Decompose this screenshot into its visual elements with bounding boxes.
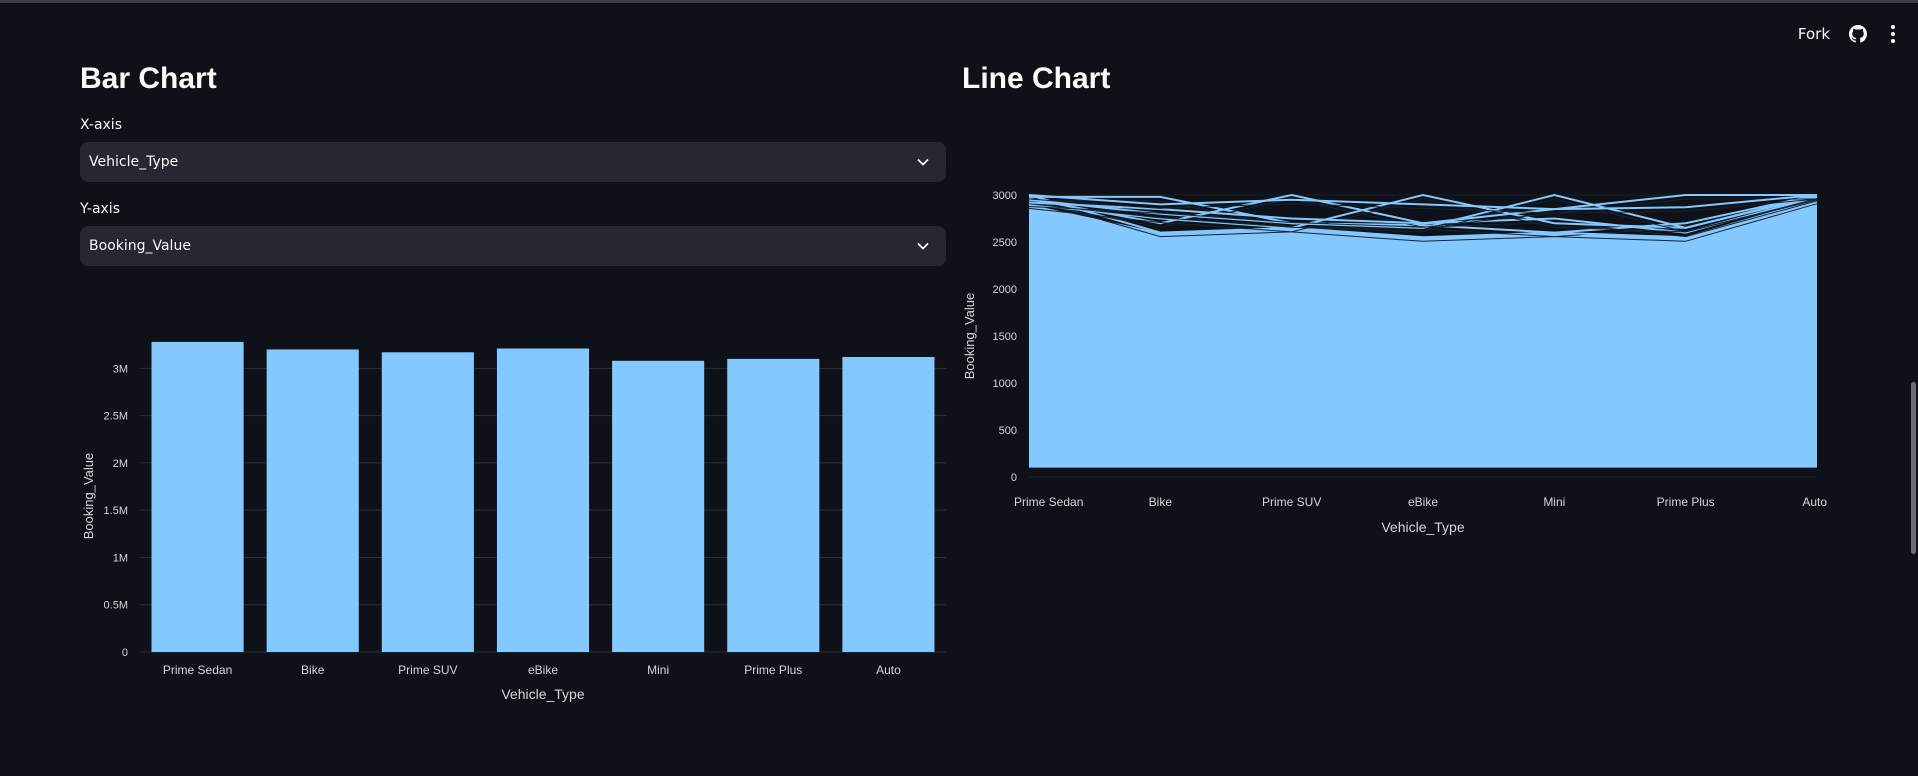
y-axis-title: Booking_Value: [962, 293, 977, 380]
line-chart-title: Line Chart: [962, 62, 1111, 95]
bar[interactable]: [612, 360, 705, 652]
x-tick-label: Auto: [876, 663, 901, 677]
chevron-down-icon: [916, 239, 930, 253]
kebab-menu-icon[interactable]: [1886, 23, 1900, 45]
y-tick-label: 1.5M: [104, 505, 128, 517]
y-axis-select[interactable]: Booking_Value: [80, 226, 946, 266]
window-top-border: [0, 0, 1918, 3]
github-icon[interactable]: [1848, 24, 1868, 44]
line-chart[interactable]: 0 500 1000 1500 2000 2500 3000 Prime Sedan Bike P…: [962, 170, 1832, 540]
y-tick-label: 2000: [993, 284, 1017, 296]
line-series-shadow: [1028, 198, 1818, 233]
x-tick-label: Auto: [1802, 495, 1827, 509]
app-toolbar: Fork: [1798, 20, 1900, 48]
line-series[interactable]: [1028, 194, 1817, 225]
x-axis-select-value: Vehicle_Type: [89, 154, 179, 170]
page-scrollbar[interactable]: [1908, 0, 1918, 776]
y-tick-label: 2M: [113, 458, 128, 470]
chevron-down-icon: [916, 155, 930, 169]
line-series-shadow: [1028, 198, 1817, 228]
y-tick-label: 500: [999, 425, 1017, 437]
x-tick-label: Prime SUV: [398, 663, 457, 677]
scrollbar-thumb[interactable]: [1911, 382, 1916, 554]
x-tick-label: Prime Plus: [1657, 495, 1715, 509]
x-tick-label: eBike: [1408, 495, 1438, 509]
x-axis-label: X-axis: [80, 117, 122, 133]
line-series-shadow: [1028, 198, 1818, 214]
x-tick-label: Prime Sedan: [163, 663, 232, 677]
x-tick-label: Prime Sedan: [1014, 495, 1083, 509]
y-axis-label: Y-axis: [80, 201, 120, 217]
y-axis-select-value: Booking_Value: [89, 238, 191, 254]
x-axis-title: Vehicle_Type: [1381, 519, 1464, 535]
y-tick-label: 3M: [113, 363, 128, 375]
line-series[interactable]: [1028, 194, 1818, 239]
fork-link[interactable]: Fork: [1797, 25, 1830, 43]
y-axis-title: Booking_Value: [81, 453, 96, 540]
line-series[interactable]: [1029, 195, 1818, 239]
line-series[interactable]: [1028, 193, 1818, 229]
y-tick-label: 0: [1011, 472, 1017, 484]
line-area-fill: [1029, 199, 1817, 468]
x-tick-label: Mini: [647, 663, 669, 677]
bar-chart-title: Bar Chart: [80, 62, 217, 95]
x-tick-label: Bike: [301, 663, 325, 677]
y-tick-label: 3000: [993, 190, 1017, 202]
bar[interactable]: [151, 341, 244, 652]
bar[interactable]: [496, 348, 590, 652]
line-series-shadow: [1029, 200, 1818, 242]
bar[interactable]: [842, 357, 935, 652]
bar-chart[interactable]: 0 0.5M 1M 1.5M 2M 2.5M 3M Prime Sedan Bike Prime …: [80, 340, 955, 710]
x-axis-title: Vehicle_Type: [501, 686, 584, 702]
bar[interactable]: [727, 358, 820, 652]
y-tick-label: 0: [122, 647, 128, 659]
y-tick-label: 1500: [993, 331, 1017, 343]
x-tick-label: Prime Plus: [744, 663, 802, 677]
y-tick-label: 1M: [113, 552, 128, 564]
x-tick-label: Prime SUV: [1262, 495, 1321, 509]
y-tick-label: 2500: [993, 237, 1017, 249]
line-series[interactable]: [1028, 194, 1818, 211]
x-axis-select[interactable]: Vehicle_Type: [80, 142, 946, 182]
x-tick-label: Mini: [1543, 495, 1565, 509]
bar[interactable]: [266, 349, 359, 652]
y-tick-label: 0.5M: [104, 600, 128, 612]
bar[interactable]: [381, 352, 474, 652]
x-tick-label: eBike: [528, 663, 558, 677]
y-tick-label: 2.5M: [104, 411, 128, 423]
y-tick-label: 1000: [993, 378, 1017, 390]
x-tick-label: Bike: [1149, 495, 1173, 509]
